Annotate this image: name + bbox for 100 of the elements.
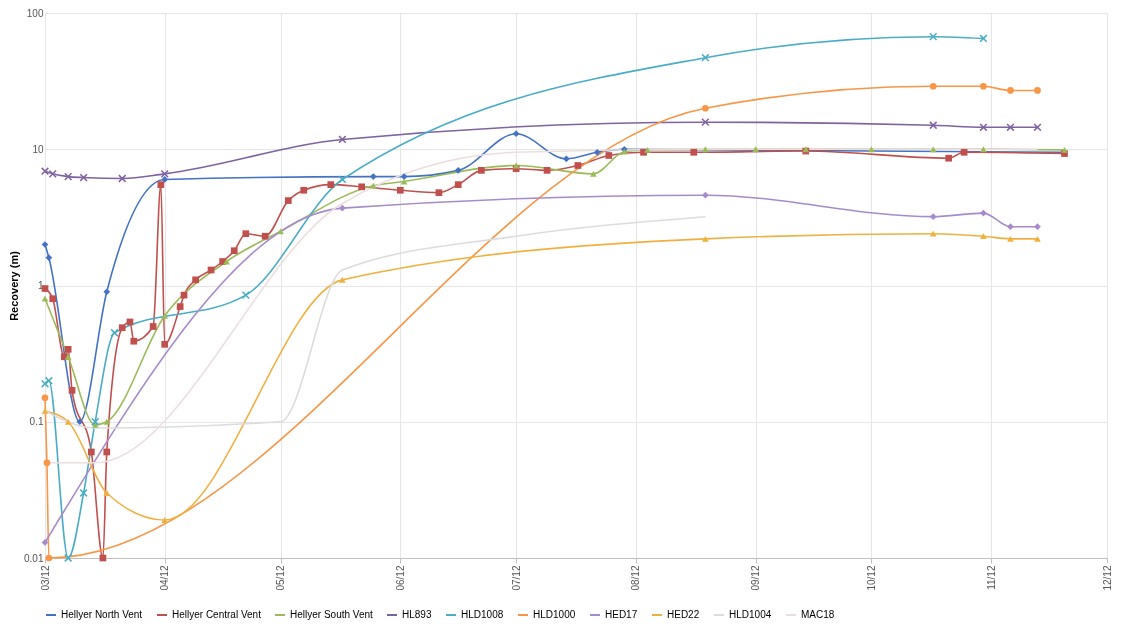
point bbox=[41, 408, 49, 414]
point bbox=[1006, 123, 1015, 132]
point bbox=[41, 394, 49, 402]
point bbox=[435, 189, 443, 197]
point bbox=[261, 232, 269, 240]
point bbox=[157, 181, 165, 188]
point bbox=[593, 148, 601, 156]
point bbox=[454, 181, 462, 188]
point bbox=[160, 169, 169, 178]
point bbox=[1033, 123, 1042, 132]
point bbox=[702, 191, 709, 199]
point bbox=[929, 121, 938, 130]
legend-label: HED17 bbox=[605, 609, 638, 620]
point bbox=[369, 182, 377, 189]
point bbox=[91, 417, 100, 426]
point bbox=[118, 324, 126, 332]
y-tick-label: 0.1 bbox=[29, 416, 44, 428]
point bbox=[980, 233, 987, 240]
point bbox=[512, 130, 520, 138]
point bbox=[979, 123, 988, 132]
point bbox=[929, 146, 937, 153]
point bbox=[45, 254, 53, 262]
legend-label: Hellyer Central Vent bbox=[172, 609, 262, 620]
point bbox=[945, 154, 953, 162]
y-tick-label: 0.01 bbox=[24, 552, 44, 564]
point bbox=[242, 230, 250, 238]
point bbox=[543, 167, 551, 174]
point bbox=[980, 82, 987, 90]
point bbox=[929, 32, 938, 41]
x-tick-label: 04/12 bbox=[159, 565, 171, 591]
point bbox=[230, 247, 238, 255]
point bbox=[752, 146, 759, 153]
point bbox=[690, 148, 698, 156]
point bbox=[103, 288, 111, 296]
point bbox=[41, 285, 49, 292]
legend-label: HLD1008 bbox=[461, 609, 504, 620]
point bbox=[161, 340, 169, 348]
legend-label: HL893 bbox=[402, 609, 432, 620]
y-axis-title: Recovery (m) bbox=[8, 250, 21, 321]
point bbox=[103, 448, 111, 456]
point bbox=[64, 353, 72, 360]
point bbox=[64, 345, 72, 353]
point bbox=[338, 135, 347, 144]
y-tick-label: 100 bbox=[26, 7, 44, 19]
x-tick-label: 07/12 bbox=[510, 565, 522, 591]
point bbox=[284, 197, 292, 204]
x-tick-label: 05/12 bbox=[275, 565, 287, 591]
point bbox=[64, 172, 73, 181]
point bbox=[103, 418, 111, 425]
point bbox=[327, 181, 335, 188]
point bbox=[605, 152, 613, 159]
x-tick-label: 06/12 bbox=[394, 565, 406, 591]
point bbox=[79, 488, 88, 498]
legend-label: Hellyer North Vent bbox=[61, 609, 143, 620]
point bbox=[64, 553, 73, 563]
point bbox=[1007, 223, 1014, 231]
point bbox=[110, 328, 119, 337]
x-tick-label: 08/12 bbox=[630, 565, 642, 591]
point bbox=[702, 235, 709, 242]
point bbox=[176, 303, 184, 310]
point bbox=[64, 418, 72, 425]
point bbox=[400, 173, 408, 180]
point bbox=[454, 167, 462, 174]
point bbox=[76, 418, 84, 426]
point bbox=[979, 34, 988, 43]
point bbox=[644, 146, 651, 153]
legend-label: HLD1000 bbox=[533, 609, 576, 620]
point bbox=[868, 146, 875, 153]
point bbox=[929, 82, 937, 90]
point bbox=[358, 183, 366, 191]
x-tick-label: 12/12 bbox=[1101, 565, 1113, 591]
point bbox=[339, 276, 346, 283]
point bbox=[43, 459, 51, 467]
x-tick-label: 10/12 bbox=[865, 565, 877, 591]
point bbox=[929, 230, 937, 237]
point bbox=[149, 323, 157, 330]
point bbox=[980, 146, 987, 153]
point bbox=[161, 312, 169, 319]
legend-label: HED22 bbox=[667, 609, 700, 620]
point bbox=[980, 209, 987, 217]
point bbox=[1034, 87, 1041, 94]
point bbox=[277, 228, 284, 235]
x-tick-label: 09/12 bbox=[750, 565, 762, 591]
point bbox=[701, 53, 710, 62]
y-tick-label: 10 bbox=[32, 143, 44, 155]
point bbox=[161, 517, 169, 523]
point bbox=[478, 167, 485, 174]
point bbox=[161, 176, 169, 183]
point bbox=[103, 490, 111, 496]
point bbox=[929, 213, 937, 221]
point bbox=[118, 174, 127, 183]
x-tick-label: 11/12 bbox=[985, 565, 997, 590]
point bbox=[192, 276, 199, 284]
point bbox=[701, 118, 710, 127]
point bbox=[40, 167, 50, 176]
point bbox=[574, 162, 582, 169]
point bbox=[339, 204, 346, 212]
point bbox=[562, 155, 570, 163]
point bbox=[300, 186, 308, 194]
point bbox=[87, 448, 95, 456]
